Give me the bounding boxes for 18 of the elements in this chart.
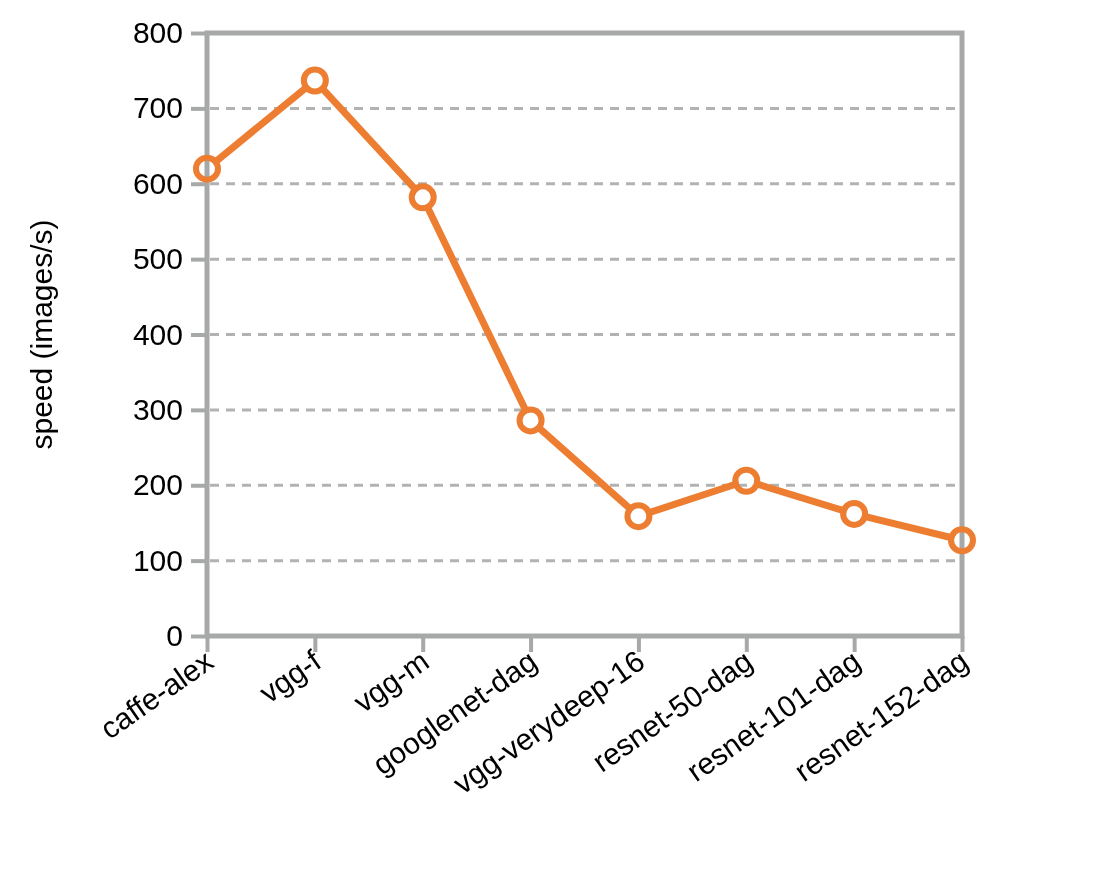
point xyxy=(193,154,221,183)
y-tick-label: 100 xyxy=(132,543,183,577)
point xyxy=(408,183,437,212)
y-tick-label: 200 xyxy=(132,468,183,502)
y-tick-label: 500 xyxy=(132,242,183,276)
point xyxy=(624,502,653,531)
point xyxy=(732,466,761,495)
y-tick-label: 700 xyxy=(132,91,183,125)
y-tick-label: 600 xyxy=(132,166,183,200)
point xyxy=(300,66,329,95)
y-tick-label: 0 xyxy=(166,619,183,653)
y-tick-label: 800 xyxy=(132,16,183,50)
point xyxy=(948,526,976,555)
point xyxy=(840,499,869,528)
y-axis-title: speed (images/s) xyxy=(25,219,58,450)
point xyxy=(516,406,545,435)
y-tick-label: 300 xyxy=(132,392,183,426)
y-tick-label: 400 xyxy=(132,317,183,351)
